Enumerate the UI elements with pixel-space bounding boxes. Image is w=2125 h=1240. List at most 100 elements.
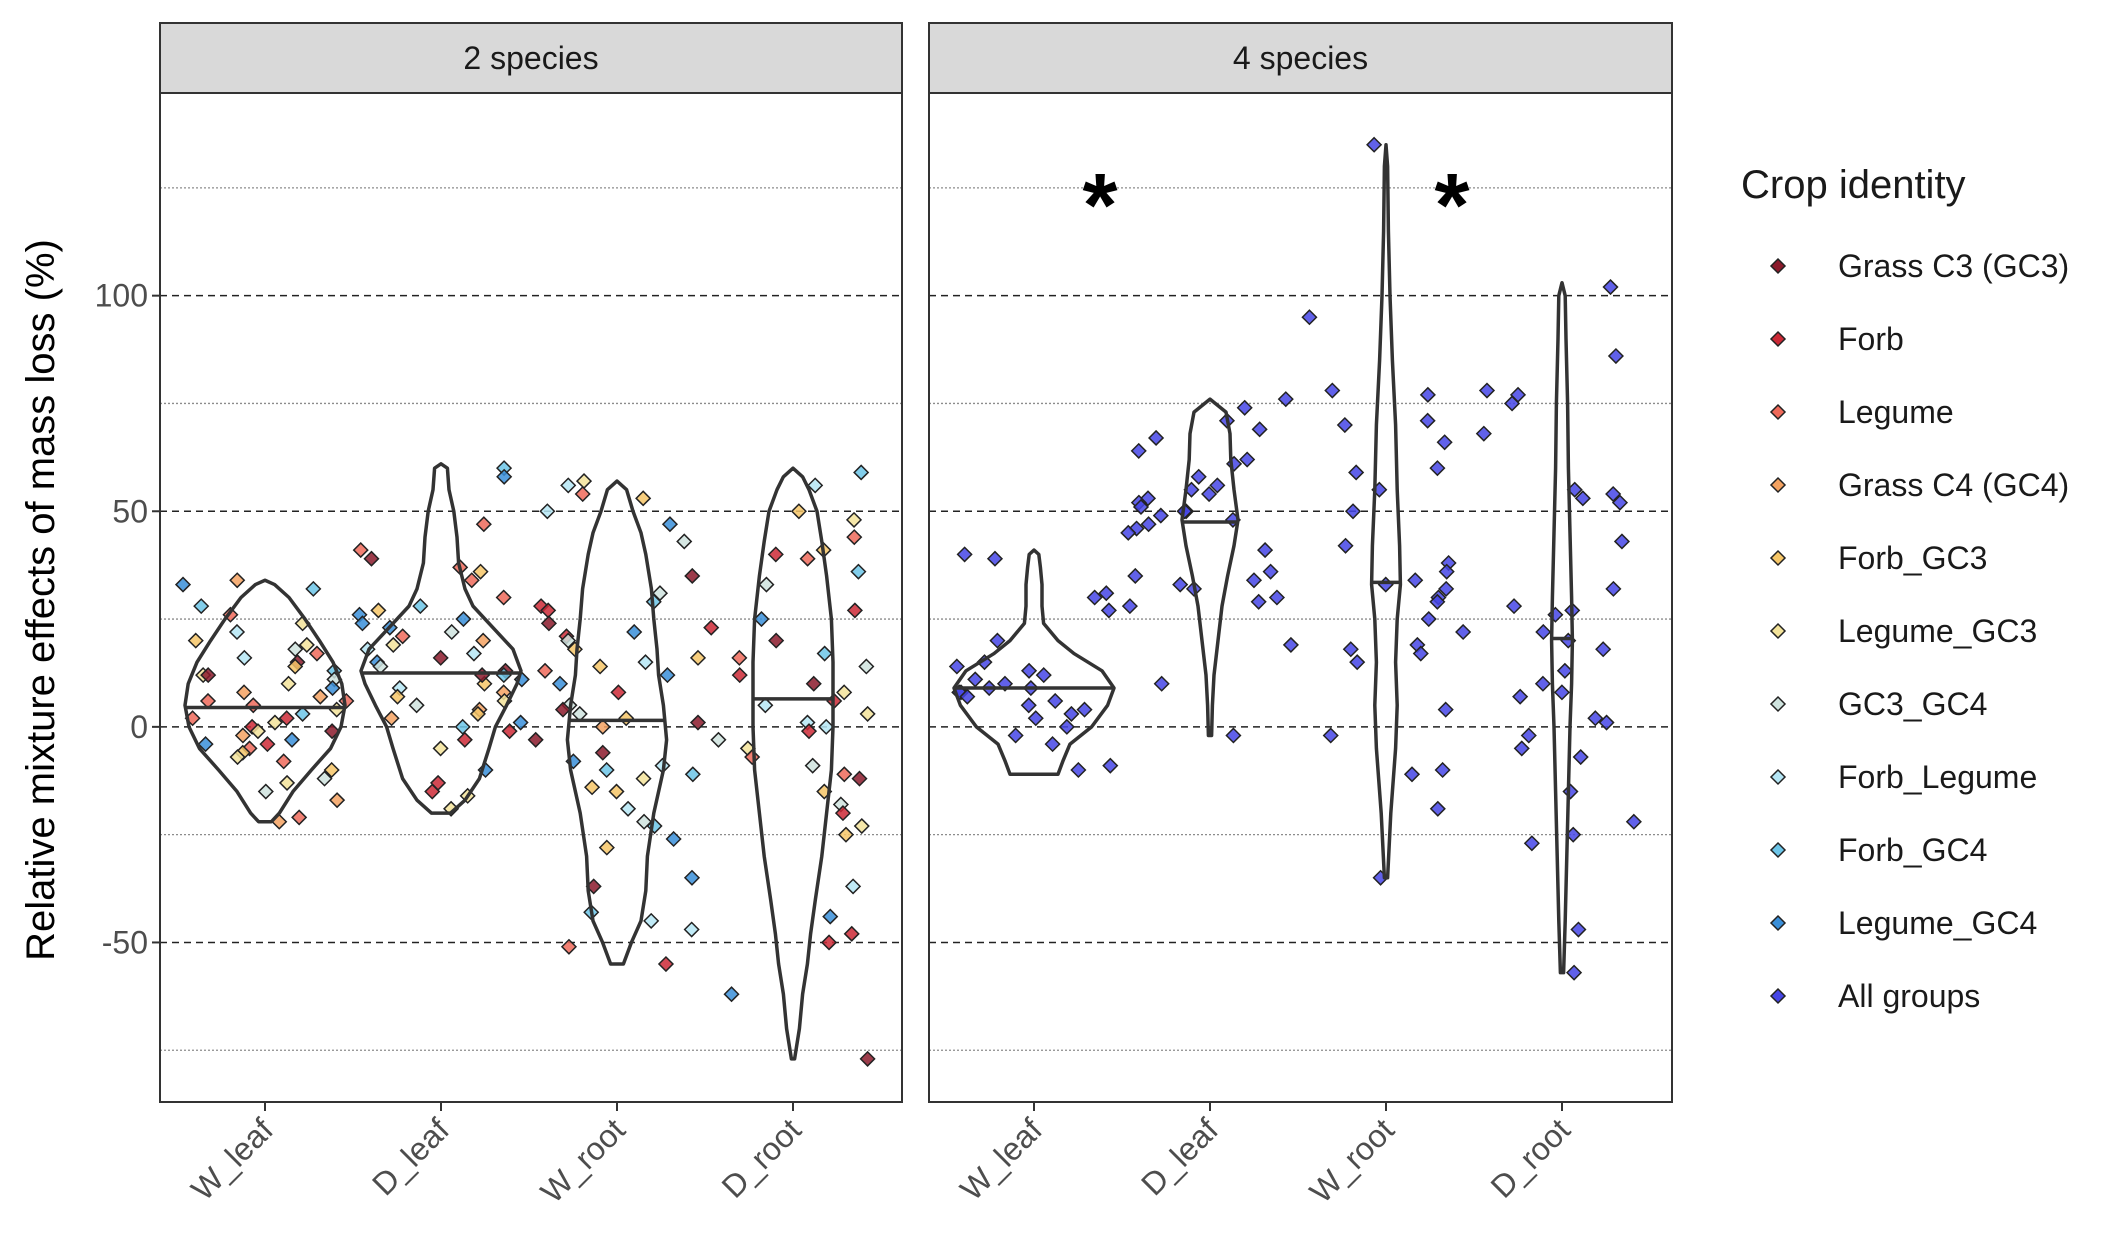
- data-point: [1607, 347, 1624, 365]
- data-point: [1429, 593, 1446, 610]
- data-point: [1251, 421, 1268, 438]
- data-point: [1035, 667, 1052, 684]
- panel-background: [929, 93, 1672, 1102]
- violin-shape: [183, 578, 347, 824]
- y-tick-label: -50: [102, 924, 148, 960]
- data-point: [475, 632, 492, 649]
- data-point: [1239, 451, 1256, 468]
- legend-label: GC3_GC4: [1838, 686, 1987, 722]
- data-point: [275, 753, 292, 770]
- data-point: [684, 766, 701, 783]
- data-point: [1250, 593, 1267, 610]
- data-point: [635, 770, 652, 787]
- data-point: [294, 705, 311, 722]
- data-point: [1132, 498, 1150, 516]
- data-point: [684, 567, 701, 585]
- violin-shape: [565, 479, 669, 966]
- legend-label: Forb_GC3: [1838, 540, 1987, 576]
- data-point: [643, 912, 660, 929]
- legend-label: Forb_Legume: [1838, 759, 2037, 795]
- legend-label: Forb: [1838, 321, 1904, 357]
- data-point: [1602, 278, 1619, 296]
- data-point: [853, 817, 870, 835]
- data-point: [1566, 964, 1583, 981]
- significance-asterisk: *: [1082, 156, 1117, 256]
- data-point: [370, 602, 387, 619]
- data-point: [1605, 485, 1622, 503]
- panel-border: [159, 92, 903, 1103]
- data-point: [850, 563, 867, 580]
- data-point: [758, 576, 775, 593]
- data-point: [1100, 602, 1117, 619]
- data-point: [659, 667, 676, 684]
- data-point: [1613, 533, 1630, 550]
- legend-label: Grass C3 (GC3): [1838, 248, 2069, 284]
- data-point: [1020, 662, 1038, 679]
- violin-shape: [1549, 280, 1575, 975]
- data-point: [1535, 623, 1552, 641]
- data-point: [1086, 589, 1103, 606]
- data-point: [1605, 580, 1622, 597]
- data-point: [683, 869, 701, 886]
- data-point: [757, 697, 774, 714]
- data-point: [790, 503, 807, 520]
- data-point: [703, 619, 720, 636]
- data-point: [594, 744, 611, 761]
- data-point: [1344, 503, 1362, 520]
- data-point: [501, 723, 518, 740]
- data-point: [807, 477, 824, 494]
- data-point: [1098, 585, 1115, 602]
- data-point: [560, 938, 578, 955]
- data-point: [266, 714, 284, 731]
- data-point: [287, 641, 304, 658]
- data-point: [187, 632, 204, 649]
- data-point: [536, 662, 554, 679]
- violin-shape: [359, 462, 523, 815]
- data-point: [1475, 425, 1492, 442]
- data-point: [859, 1050, 876, 1067]
- data-point: [560, 477, 577, 494]
- data-point: [1020, 697, 1037, 714]
- data-point: [1611, 494, 1629, 511]
- data-point: [836, 684, 853, 701]
- data-point: [1625, 813, 1642, 830]
- data-point: [472, 563, 489, 580]
- data-point: [804, 757, 821, 774]
- legend-label: Legume: [1838, 394, 1954, 430]
- data-point: [354, 615, 371, 632]
- data-point: [1190, 468, 1207, 485]
- data-point: [1407, 572, 1424, 589]
- data-point: [469, 705, 486, 722]
- data-point: [1148, 429, 1165, 447]
- data-point: [1236, 399, 1253, 416]
- legend-label: Legume_GC4: [1838, 905, 2037, 941]
- data-point: [1027, 710, 1044, 727]
- data-point: [1127, 567, 1144, 585]
- data-point: [610, 684, 627, 701]
- data-point: [635, 490, 652, 507]
- data-point: [1570, 921, 1587, 938]
- legend-key-icon: [1769, 695, 1787, 713]
- data-point: [1420, 610, 1437, 628]
- data-point: [594, 718, 611, 735]
- data-point: [1140, 516, 1157, 533]
- data-point: [1523, 835, 1540, 852]
- legend-key-icon: [1769, 549, 1787, 567]
- data-point: [626, 623, 643, 641]
- data-point: [858, 658, 875, 675]
- data-point: [1412, 645, 1429, 662]
- data-point: [1419, 412, 1436, 429]
- data-point: [389, 688, 406, 705]
- data-point: [851, 770, 868, 787]
- legend: Crop identity Grass C3 (GC3) Forb Legume Gr…: [1741, 163, 2069, 1014]
- data-point: [845, 511, 863, 528]
- data-point: [619, 800, 637, 817]
- data-point: [1478, 382, 1496, 399]
- data-point: [1225, 727, 1242, 744]
- data-point: [608, 783, 625, 800]
- data-point: [1403, 766, 1421, 783]
- legend-key-icon: [1769, 403, 1787, 421]
- data-point: [443, 623, 460, 641]
- data-point: [989, 632, 1006, 649]
